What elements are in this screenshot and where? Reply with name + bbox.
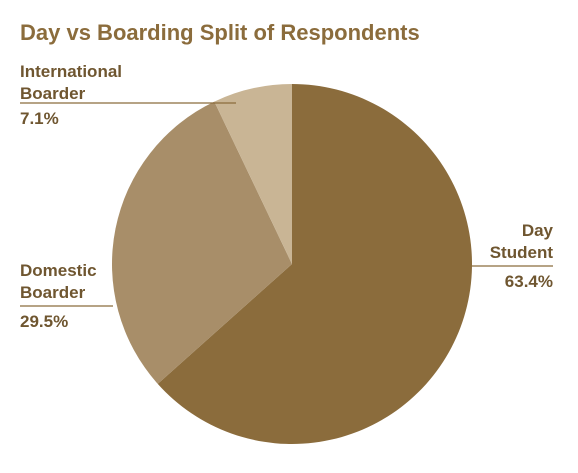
slice-value-day-student: 63.4%	[505, 272, 553, 291]
pie-slice-day-student	[157, 84, 473, 444]
slice-label-international-boarder: Boarder	[20, 84, 86, 103]
slice-label-domestic-boarder: Domestic	[20, 261, 97, 280]
chart-title: Day vs Boarding Split of Respondents	[20, 20, 420, 45]
slice-label-domestic-boarder: Boarder	[20, 283, 86, 302]
pie-slice-domestic-boarder	[111, 101, 292, 384]
slice-label-day-student: Day	[522, 221, 554, 240]
slice-value-international-boarder: 7.1%	[20, 109, 59, 128]
pie-slice-international-boarder	[214, 84, 292, 264]
slice-label-international-boarder: International	[20, 62, 122, 81]
slice-value-domestic-boarder: 29.5%	[20, 312, 68, 331]
slice-label-day-student: Student	[490, 243, 554, 262]
